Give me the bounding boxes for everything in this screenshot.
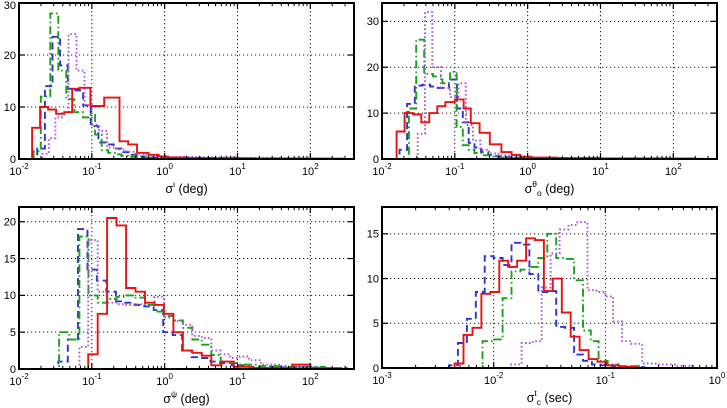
x-tick-label: 10-3 bbox=[372, 371, 392, 387]
series-magenta-dotted bbox=[19, 33, 354, 159]
series-green-dashdot bbox=[382, 232, 717, 368]
y-tick-label: 0 bbox=[10, 364, 16, 376]
y-tick-label: 0 bbox=[373, 363, 379, 375]
y-tick-label: 20 bbox=[367, 62, 379, 74]
series-blue-dashed bbox=[382, 78, 717, 159]
x-tick-label: 100 bbox=[709, 371, 726, 387]
series-red-solid bbox=[382, 237, 717, 368]
x-tick-label: 10-1 bbox=[596, 371, 616, 387]
y-tick-label: 15 bbox=[4, 253, 16, 265]
series-magenta-dotted bbox=[382, 221, 717, 368]
x-axis-label: σtc (sec) bbox=[527, 388, 573, 407]
series-red-solid bbox=[382, 98, 717, 159]
axes-frame bbox=[18, 206, 355, 370]
series-blue-dashed bbox=[382, 241, 717, 368]
x-tick-label: 10-1 bbox=[82, 162, 102, 178]
x-tick-label: 100 bbox=[156, 162, 173, 178]
x-tick-label: 100 bbox=[519, 162, 536, 178]
y-tick-label: 5 bbox=[373, 318, 379, 330]
x-tick-label: 10-2 bbox=[9, 372, 29, 388]
x-tick-label: 101 bbox=[592, 162, 609, 178]
x-tick-label: 102 bbox=[302, 372, 319, 388]
x-tick-label: 10-2 bbox=[9, 162, 29, 178]
axes-frame bbox=[381, 2, 718, 160]
y-tick-label: 15 bbox=[367, 229, 379, 241]
x-tick-label: 10-1 bbox=[82, 372, 102, 388]
y-tick-label: 10 bbox=[4, 102, 16, 114]
y-tick-label: 30 bbox=[367, 16, 379, 28]
y-tick-label: 0 bbox=[10, 154, 16, 166]
x-axis-label: σθo (deg) bbox=[525, 179, 575, 198]
y-tick-label: 5 bbox=[10, 327, 16, 339]
x-tick-label: 102 bbox=[665, 162, 682, 178]
y-tick-label: 0 bbox=[373, 154, 379, 166]
series-green-dashdot bbox=[382, 38, 717, 159]
x-tick-label: 10-2 bbox=[484, 371, 504, 387]
axes-frame bbox=[18, 2, 355, 160]
y-tick-label: 10 bbox=[367, 273, 379, 285]
x-axis-label: σι (deg) bbox=[165, 179, 207, 196]
y-tick-label: 20 bbox=[4, 217, 16, 229]
x-tick-label: 10-2 bbox=[372, 162, 392, 178]
x-axis-label: σψ (deg) bbox=[163, 389, 209, 406]
series-red-solid bbox=[19, 217, 354, 369]
x-tick-label: 101 bbox=[229, 162, 246, 178]
x-tick-label: 100 bbox=[156, 372, 173, 388]
y-tick-label: 30 bbox=[4, 0, 16, 12]
y-tick-label: 10 bbox=[367, 108, 379, 120]
axes-frame bbox=[381, 206, 718, 369]
histogram-sigma-tc: 10-3 10-2 10-1 100 0 5 10 15 σtc (sec) bbox=[367, 206, 726, 407]
y-tick-label: 10 bbox=[4, 290, 16, 302]
y-tick-label: 20 bbox=[4, 50, 16, 62]
x-tick-label: 101 bbox=[229, 372, 246, 388]
x-tick-label: 10-1 bbox=[445, 162, 465, 178]
series-green-dashdot bbox=[19, 235, 354, 369]
histogram-sigma-psi: 10-2 10-1 100 101 102 0 5 10 15 20 σψ (deg) bbox=[4, 206, 355, 406]
series-blue-dashed bbox=[19, 228, 354, 369]
x-tick-label: 102 bbox=[302, 162, 319, 178]
